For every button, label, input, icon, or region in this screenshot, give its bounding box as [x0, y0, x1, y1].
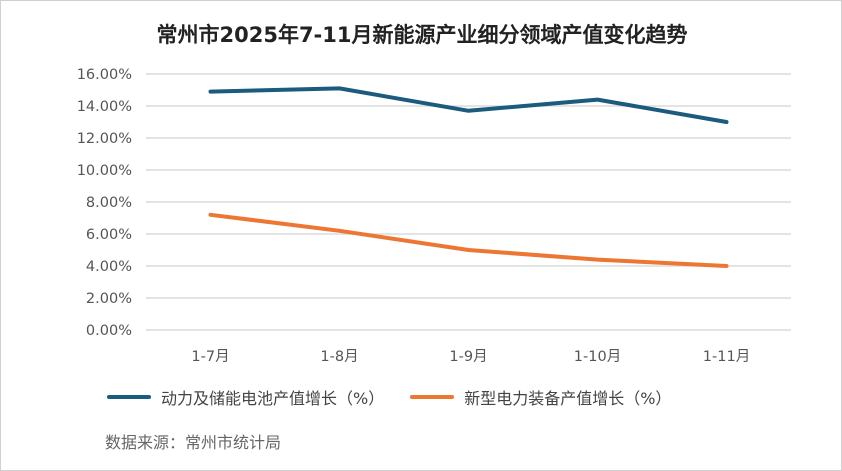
legend-item-battery: 动力及储能电池产值增长（%） [107, 385, 384, 409]
y-tick-label: 12.00% [77, 131, 132, 147]
legend-item-power-equipment: 新型电力装备产值增长（%） [410, 385, 671, 409]
legend-label: 新型电力装备产值增长（%） [464, 389, 672, 408]
legend-swatch [410, 395, 455, 399]
source-note: 数据来源：常州市统计局 [105, 433, 282, 452]
y-tick-label: 0.00% [86, 323, 132, 339]
y-tick-label: 16.00% [77, 67, 132, 83]
series-line-1 [208, 212, 729, 268]
y-tick-label: 4.00% [86, 259, 132, 275]
legend-label: 动力及储能电池产值增长（%） [161, 389, 385, 408]
x-tick-label: 1-8月 [320, 349, 358, 365]
x-tick-label: 1-7月 [191, 349, 229, 365]
y-tick-label: 2.00% [86, 291, 132, 307]
y-tick-label: 6.00% [86, 227, 132, 243]
x-tick-label: 1-11月 [703, 349, 750, 365]
series-line-0 [208, 86, 729, 124]
legend: 动力及储能电池产值增长（%） 新型电力装备产值增长（%） [107, 385, 671, 409]
y-tick-label: 10.00% [77, 163, 132, 179]
y-tick-label: 14.00% [77, 99, 132, 115]
y-tick-label: 8.00% [86, 195, 132, 211]
legend-swatch [107, 395, 151, 399]
x-tick-label: 1-10月 [574, 349, 621, 365]
x-tick-label: 1-9月 [449, 349, 487, 365]
chart-title: 常州市2025年7-11月新能源产业细分领域产值变化趋势 [156, 23, 688, 47]
